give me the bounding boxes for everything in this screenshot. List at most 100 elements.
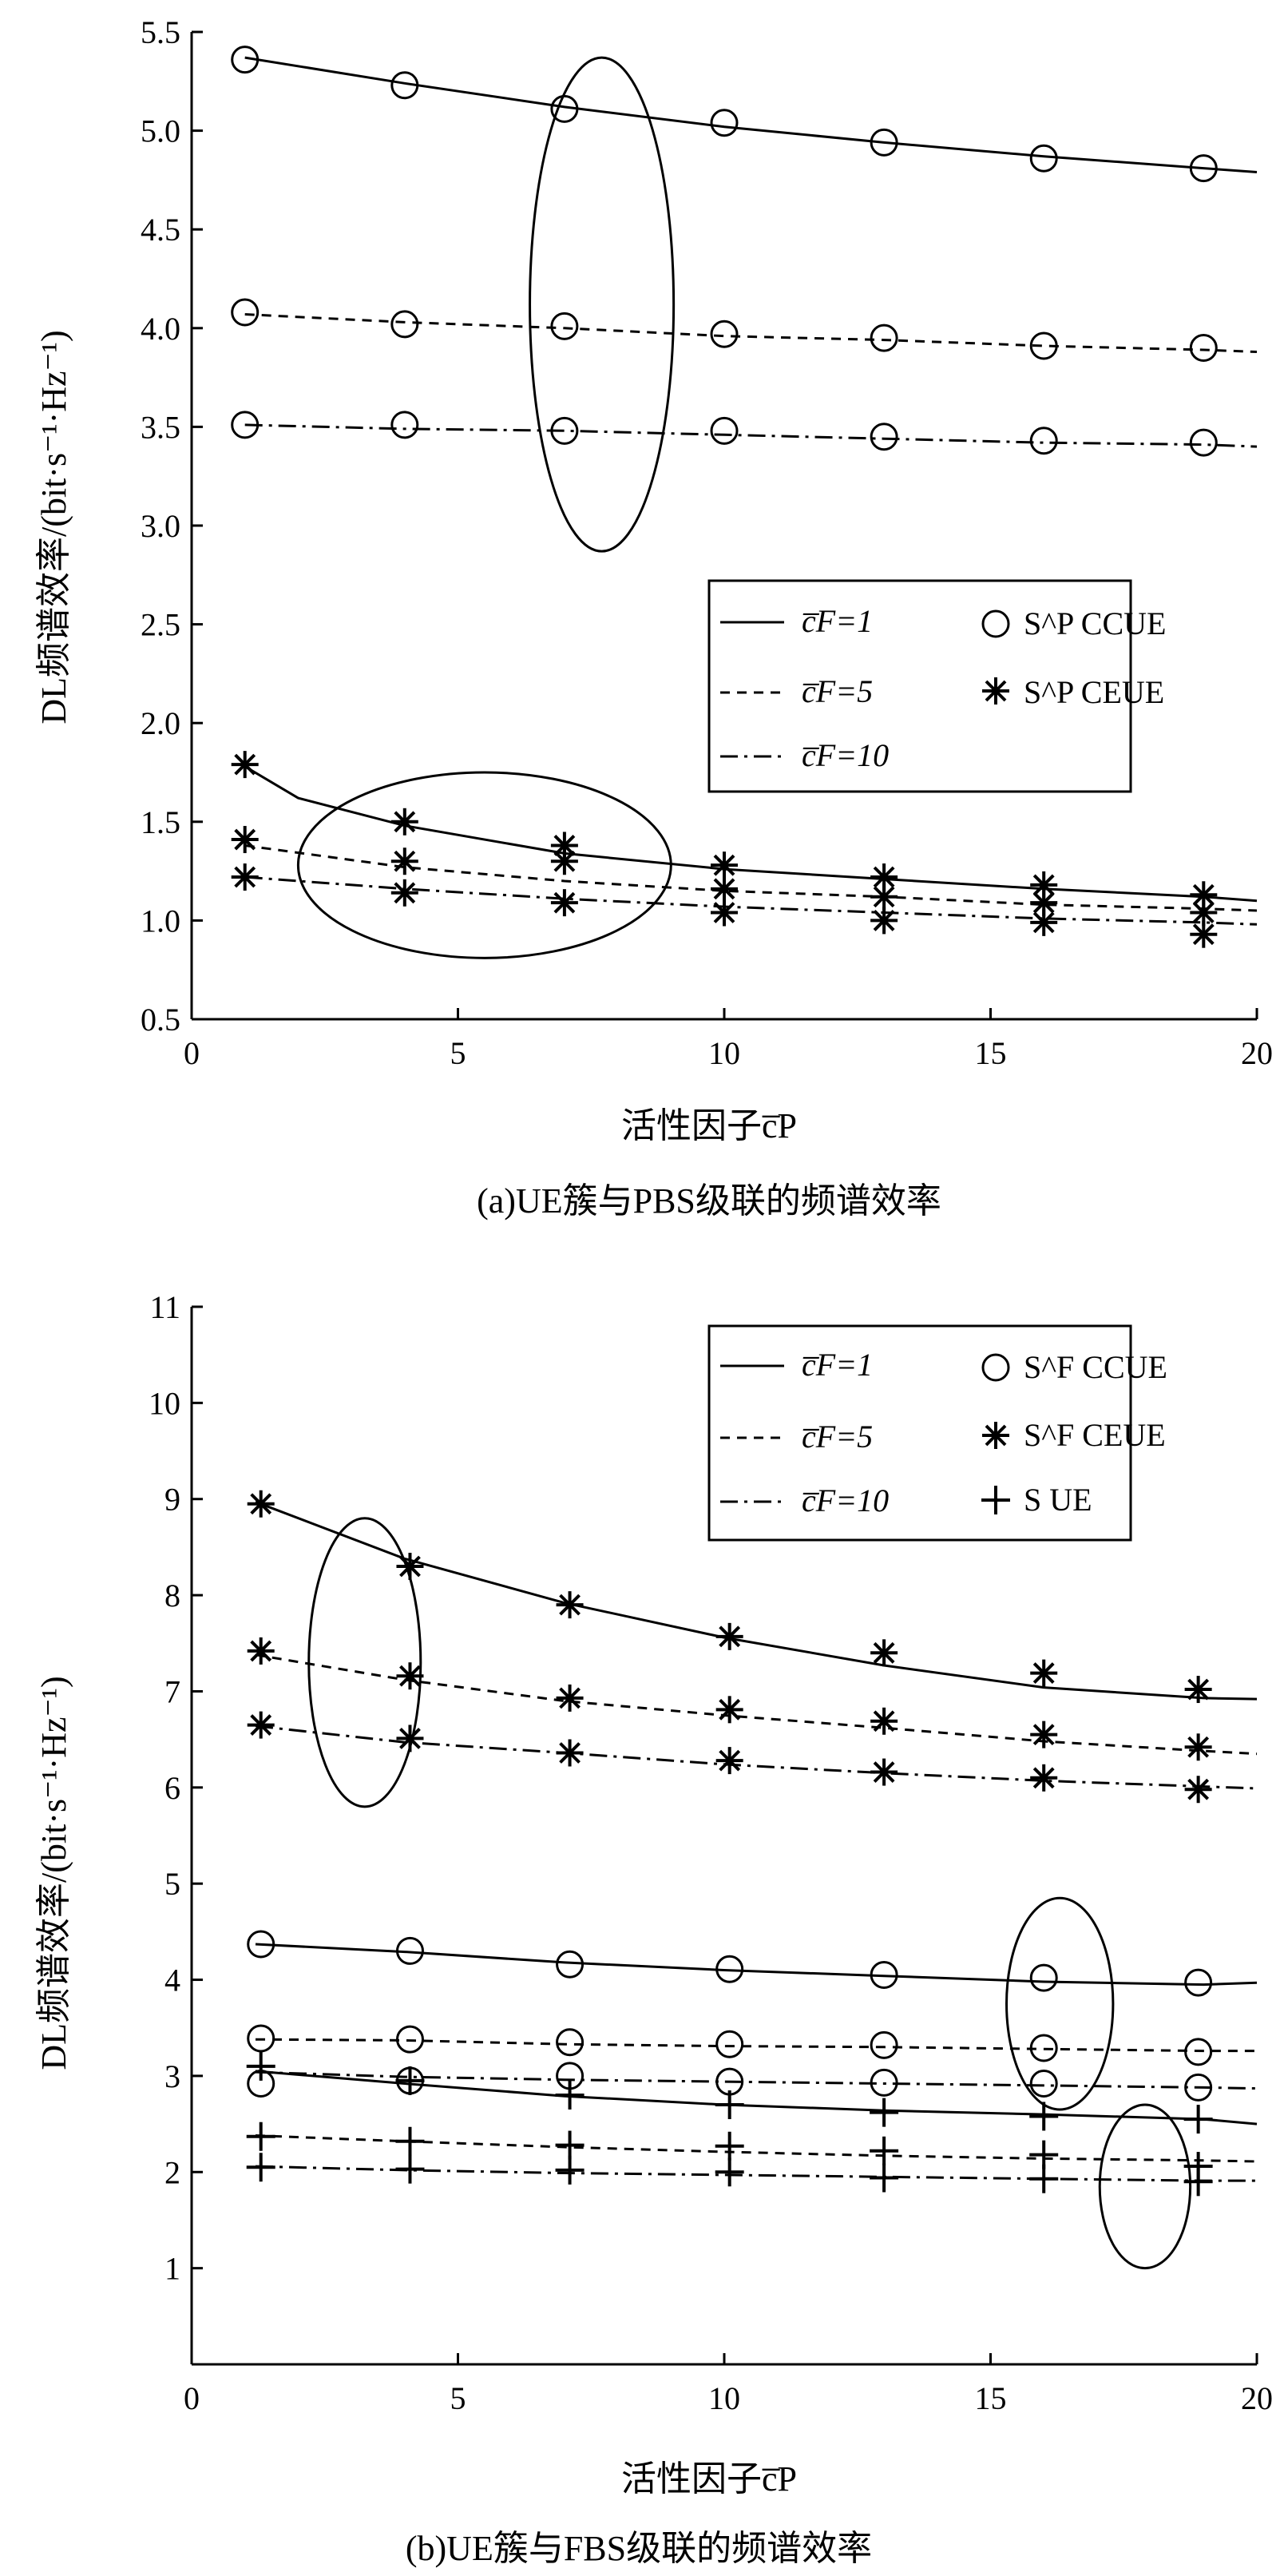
- y-tick-label: 5.0: [141, 113, 180, 149]
- circle-marker: [556, 2028, 585, 2057]
- circle-marker: [550, 94, 579, 123]
- circle-marker: [1029, 2070, 1058, 2098]
- circle-marker: [1184, 2038, 1213, 2066]
- circle-marker: [1029, 1963, 1058, 1992]
- plus-marker: [246, 2122, 275, 2151]
- series-line-dashed: [244, 844, 1258, 912]
- circle-marker: [247, 2024, 275, 2053]
- asterisk-marker: [247, 1637, 275, 1665]
- x-tick-label: 0: [184, 1035, 200, 1071]
- panel-a: 0 5 10 15 20 0.5 1.0 1.5 2.0 2.5 3.0 3.5 4.0 4.5 5.0 5.…: [34, 14, 1273, 1221]
- panel-a-tick-labels: 0 5 10 15 20 0.5 1.0 1.5 2.0 2.5 3.0 3.5 4.0 4.5 5.0 5.…: [141, 14, 1273, 1071]
- y-tick-label: 5: [164, 1866, 180, 1902]
- plus-marker: [870, 2163, 899, 2193]
- asterisk-marker: [715, 1747, 743, 1775]
- ellipse-annotation: [1005, 1896, 1115, 2111]
- circle-marker: [870, 423, 898, 451]
- y-tick-label: 2.5: [141, 607, 180, 643]
- asterisk-marker: [1030, 1721, 1058, 1748]
- asterisk-marker: [1190, 920, 1218, 948]
- plus-marker: [1183, 2167, 1213, 2197]
- asterisk-marker: [247, 1711, 275, 1739]
- asterisk-marker: [1030, 871, 1058, 899]
- panel-a-series-lines: [244, 56, 1258, 926]
- legend-label-s-ceue: S^P CEUE: [1024, 674, 1164, 710]
- asterisk-marker: [556, 1739, 584, 1767]
- asterisk-marker: [711, 851, 738, 879]
- plus-marker: [395, 2126, 425, 2156]
- asterisk-marker: [396, 1662, 424, 1690]
- series-line-dashdot: [255, 1725, 1258, 1790]
- series-line-solid: [255, 1500, 1258, 1701]
- legend-circle-marker: [981, 1353, 1010, 1382]
- legend-asterisk-marker: [982, 1422, 1009, 1449]
- legend-label-s-ccue: S^P CCUE: [1024, 605, 1166, 641]
- x-tick-label: 20: [1241, 2380, 1273, 2416]
- panel-a-data-markers: [231, 46, 1218, 948]
- circle-marker: [1189, 334, 1218, 363]
- circle-marker: [556, 1950, 585, 1979]
- legend-box: [707, 1324, 1132, 1542]
- legend-label-cf10: c̅F=10: [802, 1482, 889, 1518]
- asterisk-marker: [870, 907, 898, 935]
- y-tick-label: 7: [164, 1673, 180, 1709]
- ellipse-annotation: [1098, 2103, 1192, 2270]
- legend-label-cf1: c̅F=1: [802, 603, 873, 639]
- circle-marker: [1189, 154, 1218, 183]
- plus-marker: [1029, 2140, 1059, 2169]
- asterisk-marker: [1184, 1776, 1212, 1804]
- ellipse-annotation: [307, 1517, 422, 1808]
- panel-b-x-axis-label: 活性因子c̅P: [621, 2459, 797, 2499]
- x-tick-label: 10: [708, 1035, 740, 1071]
- legend-plus-marker: [981, 1486, 1010, 1514]
- asterisk-marker: [1030, 908, 1058, 936]
- circle-marker: [715, 2030, 744, 2058]
- asterisk-marker: [556, 1684, 584, 1712]
- x-tick-label: 20: [1241, 1035, 1273, 1071]
- y-tick-label: 1.5: [141, 804, 180, 840]
- ellipse-annotation: [296, 771, 672, 959]
- asterisk-marker: [390, 808, 418, 836]
- y-tick-label: 3.5: [141, 409, 180, 445]
- x-tick-label: 10: [708, 2380, 740, 2416]
- asterisk-marker: [550, 847, 578, 875]
- series-line-dashdot: [244, 423, 1258, 448]
- asterisk-marker: [1184, 1676, 1212, 1704]
- asterisk-marker: [870, 1707, 898, 1735]
- circle-marker: [247, 1930, 275, 1959]
- circle-marker: [710, 320, 739, 348]
- y-tick-label: 2: [164, 2154, 180, 2190]
- circle-marker: [1029, 144, 1058, 173]
- plus-marker: [715, 2157, 744, 2187]
- y-tick-label: 4.5: [141, 212, 180, 248]
- plus-marker: [870, 2098, 899, 2127]
- panel-b-data-markers: [246, 1490, 1213, 2197]
- circle-marker: [1029, 2034, 1058, 2062]
- plus-marker: [870, 2136, 899, 2165]
- legend-label-s-ceue: S^F CEUE: [1024, 1417, 1166, 1453]
- plus-marker: [715, 2090, 744, 2120]
- panel-a-y-axis-label: DL频谱效率/(bit·s⁻¹·Hz⁻¹): [34, 330, 73, 724]
- y-tick-label: 1: [164, 2251, 180, 2287]
- circle-marker: [550, 416, 579, 445]
- y-tick-label: 9: [164, 1482, 180, 1518]
- panel-a-caption: (a)UE簇与PBS级联的频谱效率: [477, 1181, 941, 1221]
- plus-marker: [246, 2153, 275, 2182]
- panel-a-ellipse-annotations: [296, 56, 676, 959]
- y-tick-label: 0.5: [141, 1002, 180, 1038]
- circle-marker: [870, 1961, 898, 1990]
- plus-marker: [555, 2155, 585, 2185]
- series-line-dashdot: [255, 2165, 1257, 2182]
- asterisk-marker: [715, 1622, 743, 1650]
- circle-marker: [870, 2068, 898, 2097]
- legend-asterisk-marker: [982, 677, 1009, 705]
- asterisk-marker: [231, 751, 259, 779]
- plus-marker: [246, 2051, 275, 2081]
- asterisk-marker: [396, 1552, 424, 1580]
- series-line-solid: [255, 1943, 1258, 1987]
- asterisk-marker: [870, 883, 898, 911]
- asterisk-marker: [396, 1725, 424, 1752]
- legend-circle-marker: [981, 609, 1010, 638]
- x-tick-label: 15: [975, 1035, 1007, 1071]
